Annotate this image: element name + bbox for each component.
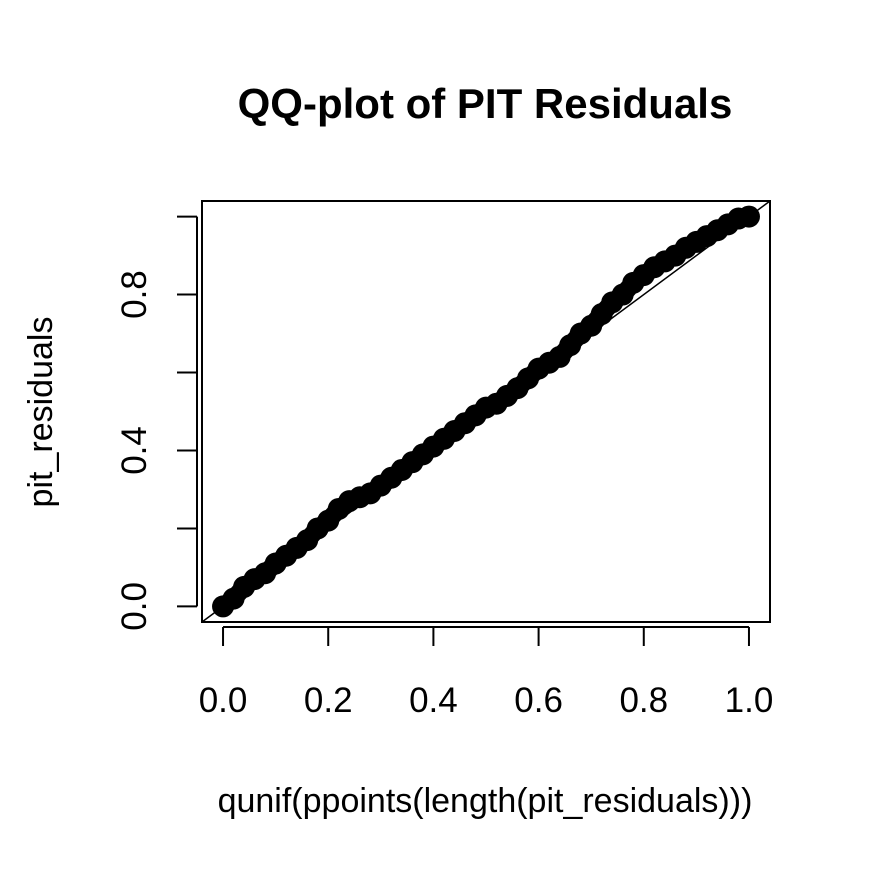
x-tick-label: 0.8 [619,681,668,720]
y-axis-label: pit_residuals [22,317,60,508]
x-axis-label: qunif(ppoints(length(pit_residuals))) [218,782,753,820]
x-tick-label: 0.6 [514,681,563,720]
y-tick-label: 0.8 [115,270,154,319]
y-tick-label: 0.0 [115,582,154,631]
qq-point [737,205,760,228]
chart-title: QQ-plot of PIT Residuals [238,80,733,127]
y-tick-label: 0.4 [115,426,154,475]
x-tick-label: 1.0 [725,681,774,720]
plot-frame [201,200,771,623]
x-tick-label: 0.4 [409,681,458,720]
plot-area: 0.0 0.2 0.4 0.6 0.8 1.0 0.0 0.4 0.8 [115,200,774,720]
x-tick-label: 0.2 [304,681,353,720]
x-tick-label: 0.0 [199,681,248,720]
